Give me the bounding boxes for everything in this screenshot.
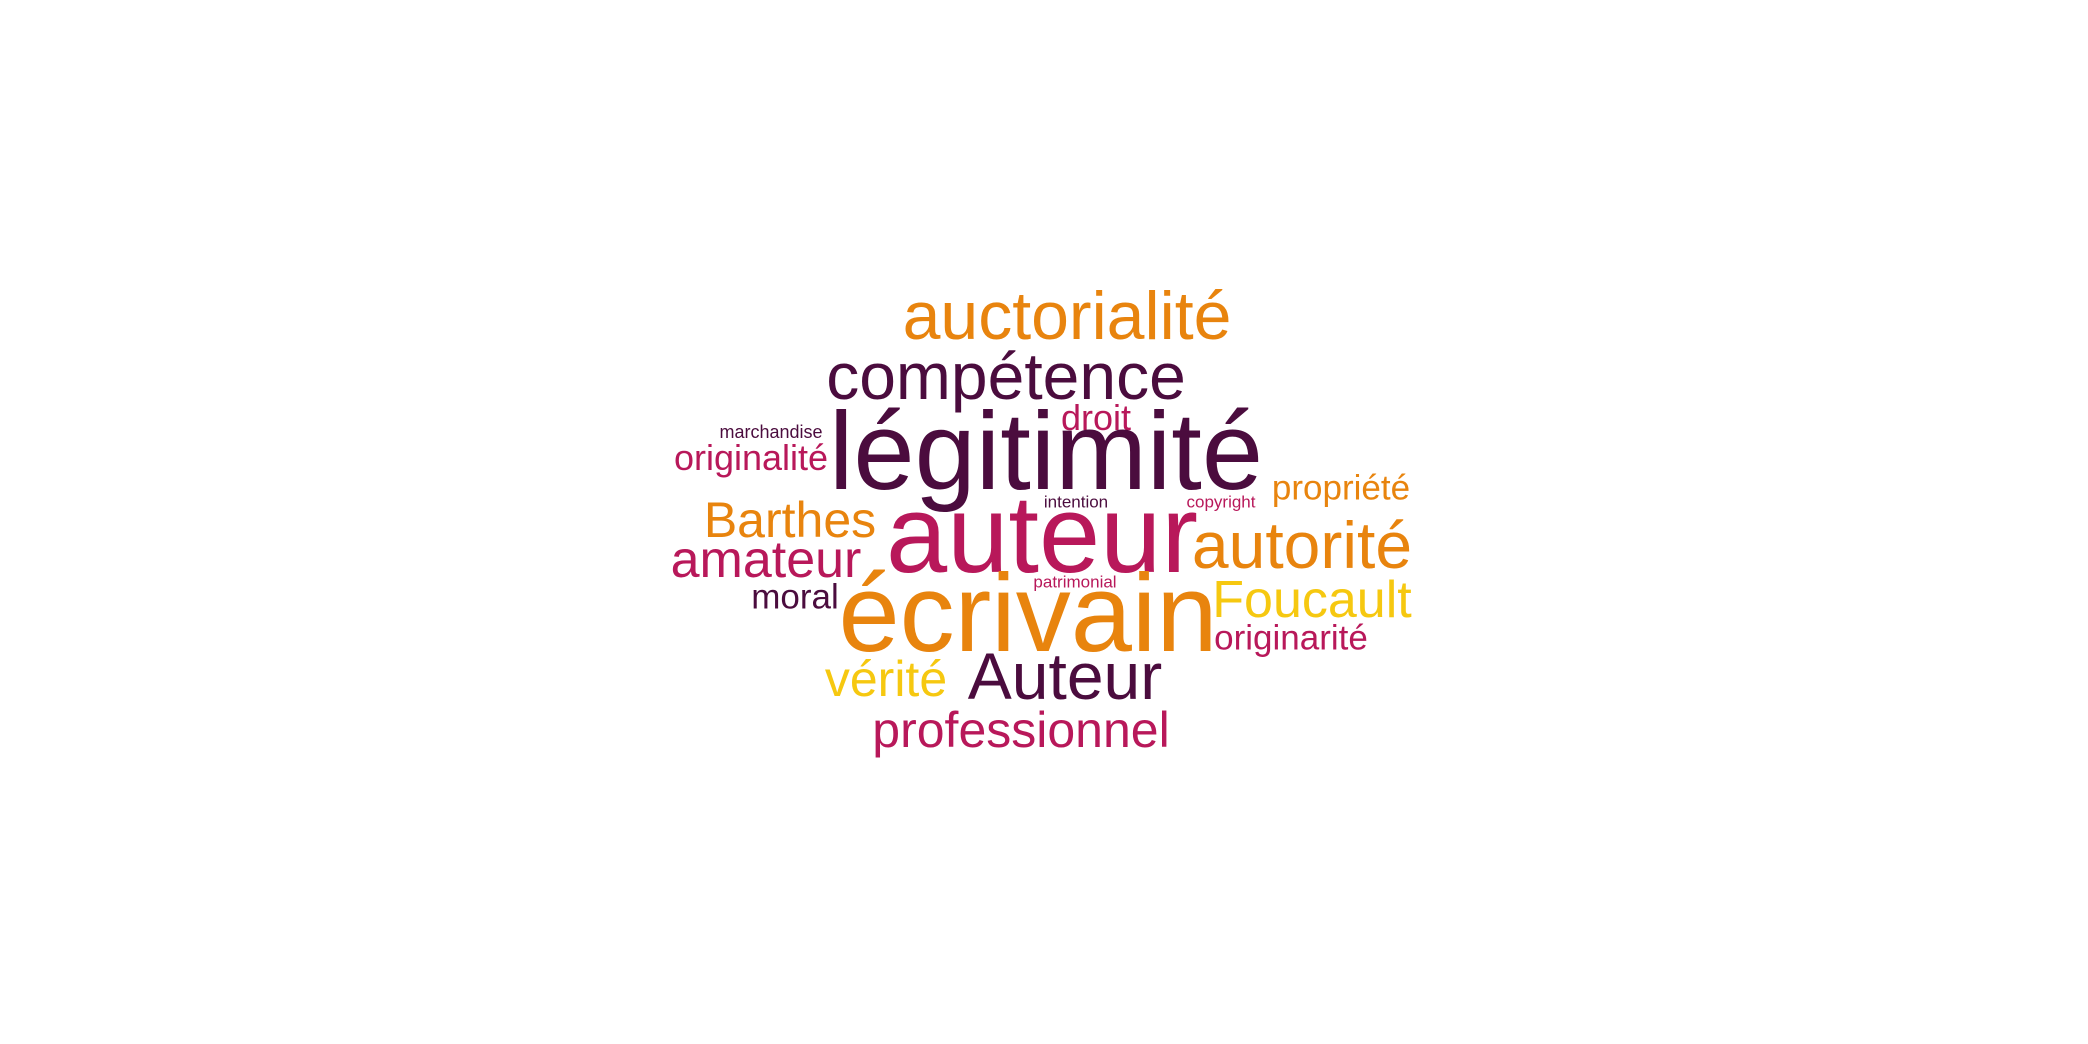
- word-competence: compétence: [826, 339, 1186, 413]
- word-amateur: amateur: [670, 531, 862, 589]
- word-verite: vérité: [824, 651, 948, 707]
- word-intention: intention: [1043, 492, 1109, 512]
- word-moral: moral: [751, 577, 839, 617]
- word-legitimite: légitimité: [828, 390, 1264, 513]
- word-marchandise: marchandise: [719, 422, 823, 442]
- word-originalite: originalité: [673, 437, 829, 478]
- word-professionnel: professionnel: [872, 702, 1170, 758]
- word-auteur-capital: Auteur: [967, 639, 1163, 713]
- word-droit: droit: [1060, 397, 1132, 438]
- word-barthes: Barthes: [703, 492, 877, 548]
- word-auteur-large: auteur: [886, 473, 1198, 596]
- word-autorite: autorité: [1191, 508, 1413, 582]
- word-originarite: originarité: [1214, 618, 1368, 658]
- word-ecrivain: écrivain: [838, 552, 1218, 675]
- word-copyright: copyright: [1186, 492, 1256, 512]
- word-foucault: Foucault: [1212, 571, 1412, 629]
- word-propriete: propriété: [1271, 468, 1411, 508]
- word-auctorialite: auctorialité: [902, 278, 1232, 354]
- word-patrimonial: patrimonial: [1033, 572, 1117, 592]
